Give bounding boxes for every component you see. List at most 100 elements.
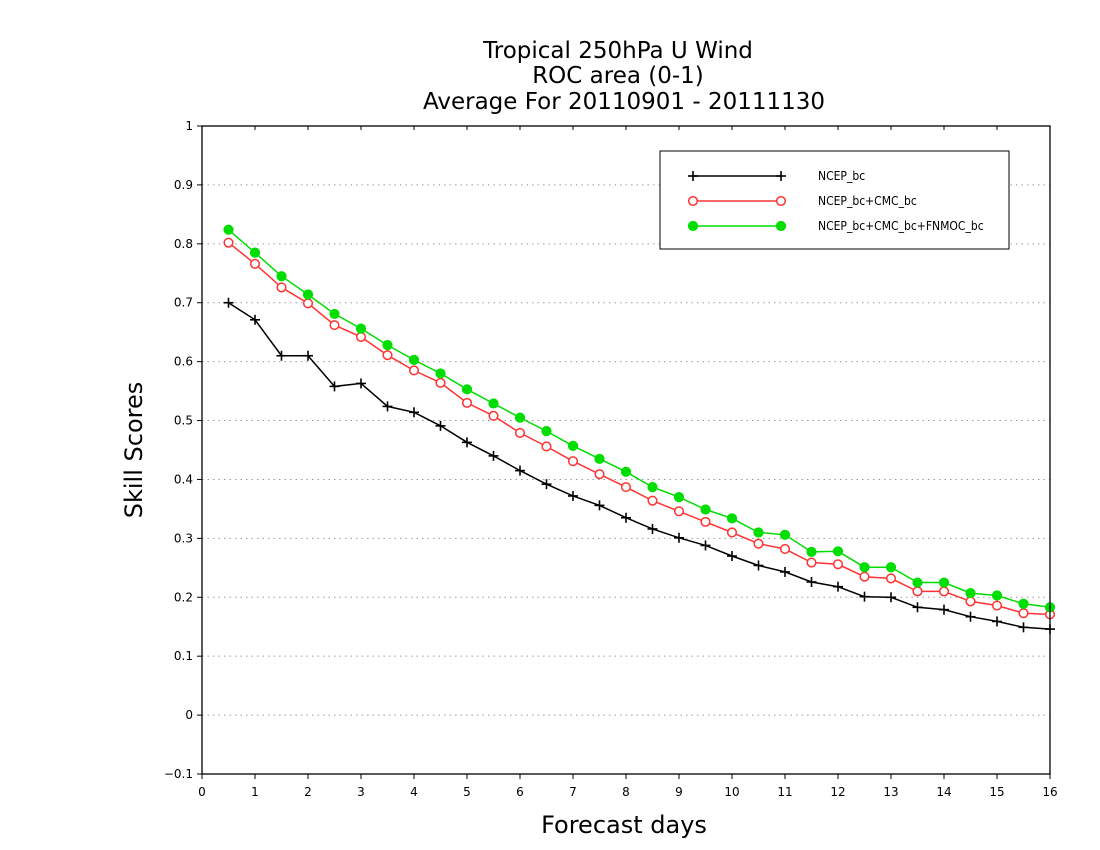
x-tick-label: 12: [830, 785, 845, 799]
data-point: [700, 504, 711, 515]
data-point: [779, 529, 791, 540]
data-point: [700, 540, 711, 551]
data-point: [991, 590, 1003, 601]
x-tick-label: 11: [777, 785, 792, 799]
data-point: [382, 401, 393, 412]
y-tick-label: 0.8: [174, 237, 193, 251]
x-tick-label: 5: [463, 785, 471, 799]
data-point: [541, 479, 552, 490]
y-tick-label: 0.4: [174, 472, 193, 486]
data-point: [329, 381, 340, 392]
data-point: [594, 453, 605, 464]
legend: NCEP_bc NCEP_bc+CMC_bc NCEP_bc+CMC_bc+FNMO…: [659, 150, 1010, 250]
data-point: [965, 611, 976, 622]
x-tick-label: 4: [410, 785, 418, 799]
grid: [202, 184, 1050, 716]
y-tick-label: 0.7: [174, 296, 193, 310]
data-point: [727, 551, 737, 562]
data-point: [488, 398, 499, 409]
data-point: [461, 397, 473, 408]
x-tick-label: 10: [724, 785, 739, 799]
series-1: [223, 297, 1055, 635]
x-tick-label: 14: [936, 785, 951, 799]
x-tick-label: 9: [675, 785, 683, 799]
data-point: [753, 538, 764, 549]
data-point: [250, 314, 260, 325]
data-point: [620, 466, 632, 477]
data-point: [1018, 608, 1029, 619]
chart-title-line-3: Average For 20110901 - 20111130: [423, 89, 825, 115]
x-tick-label: 8: [622, 785, 630, 799]
data-point: [620, 482, 632, 493]
data-point: [938, 577, 950, 588]
x-tick-label: 7: [569, 785, 577, 799]
data-point: [329, 308, 340, 320]
data-point: [462, 437, 472, 448]
data-point: [514, 412, 526, 423]
data-point: [912, 577, 923, 588]
data-point: [302, 289, 314, 300]
data-point: [753, 527, 764, 538]
data-point: [859, 571, 870, 582]
data-point: [673, 492, 685, 503]
data-point: [1018, 622, 1029, 633]
data-point: [806, 576, 817, 587]
axis-tick-labels: −0.100.10.20.30.40.50.60.70.80.910 1 2 3 4 5 6…: [164, 119, 1058, 799]
data-point: [992, 616, 1002, 627]
data-point: [355, 323, 367, 334]
data-point: [806, 557, 817, 568]
data-point: [567, 440, 579, 451]
legend-box: [659, 150, 1010, 250]
series-layer: [223, 224, 1056, 635]
data-point: [435, 377, 446, 388]
series-line: [228, 229, 1051, 609]
data-point: [965, 596, 976, 607]
legend-marker: [775, 220, 787, 232]
x-tick-label: 13: [883, 785, 898, 799]
x-tick-label: 16: [1042, 785, 1057, 799]
data-point: [621, 512, 631, 523]
data-point: [647, 482, 658, 493]
data-point: [647, 495, 658, 506]
data-point: [276, 282, 287, 293]
data-point: [249, 258, 261, 269]
legend-marker: [775, 195, 787, 207]
data-point: [806, 546, 817, 558]
y-tick-label: 0.3: [174, 531, 193, 545]
data-point: [541, 426, 552, 437]
data-point: [965, 588, 976, 599]
series-3: [223, 224, 1056, 613]
data-point: [515, 465, 525, 476]
x-tick-label: 6: [516, 785, 524, 799]
data-point: [435, 368, 446, 379]
y-tick-label: −0.1: [164, 767, 193, 781]
data-point: [408, 354, 420, 365]
data-point: [382, 350, 393, 361]
y-tick-label: 0.1: [174, 649, 193, 663]
data-point: [673, 506, 685, 517]
data-point: [779, 543, 791, 555]
data-point: [938, 586, 950, 597]
data-point: [726, 513, 738, 524]
series-2: [223, 237, 1056, 620]
data-point: [249, 247, 261, 258]
y-tick-label: 0.5: [174, 414, 193, 428]
data-point: [833, 581, 843, 592]
data-point: [859, 562, 870, 573]
y-axis-title: Skill Scores: [120, 382, 148, 519]
data-point: [1018, 598, 1029, 609]
data-point: [461, 384, 473, 395]
legend-marker: [687, 220, 699, 232]
legend-label: NCEP_bc+CMC_bc: [818, 194, 917, 208]
legend-entry-2: NCEP_bc+CMC_bc: [687, 194, 917, 208]
x-tick-label: 1: [251, 785, 259, 799]
data-point: [303, 350, 313, 361]
chart-title: Tropical 250hPa U Wind ROC area (0-1) Av…: [423, 38, 825, 115]
chart-title-line-1: Tropical 250hPa U Wind: [482, 38, 753, 64]
data-point: [885, 562, 897, 573]
data-point: [408, 365, 420, 376]
x-tick-label: 2: [304, 785, 312, 799]
y-tick-label: 0.6: [174, 355, 193, 369]
data-point: [568, 490, 578, 501]
data-point: [700, 516, 711, 527]
